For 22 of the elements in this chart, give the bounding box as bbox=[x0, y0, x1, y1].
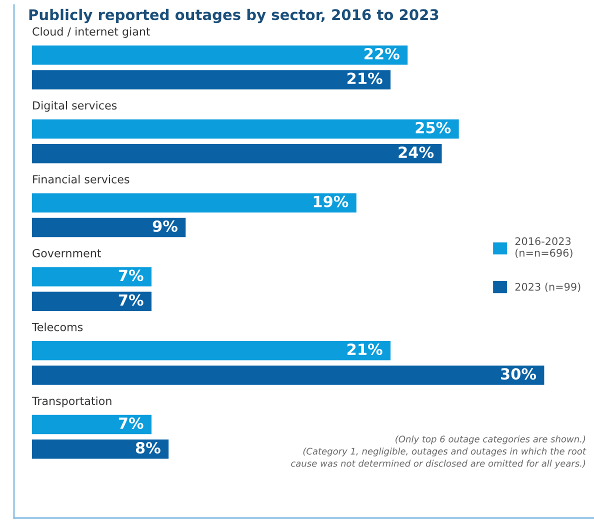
data-label: 21% bbox=[347, 344, 382, 356]
data-label: 21% bbox=[347, 72, 382, 84]
data-label: 22% bbox=[364, 48, 400, 60]
data-label: 30% bbox=[500, 368, 536, 380]
data-label: 19% bbox=[314, 196, 348, 208]
legend-label: 2023 (n=99) bbox=[515, 282, 580, 292]
legend-label: 2016-2023 (n=n=696) bbox=[515, 237, 572, 258]
y-tick-label: Government bbox=[32, 248, 102, 258]
data-label: 9% bbox=[152, 220, 178, 232]
data-label: 24% bbox=[398, 146, 434, 158]
data-label: 7% bbox=[118, 294, 144, 306]
chart-title: Publicly reported outages by sector, 2016 to 2023 bbox=[29, 8, 438, 24]
data-label: 7% bbox=[118, 417, 144, 429]
data-label: 8% bbox=[136, 442, 160, 454]
annotation: (Only top 6 outage categories are shown.) (Category 1, negligible, outages and outages in which the root cause was not determined or disclosed are omitted for all years.) bbox=[291, 435, 586, 469]
y-tick-label: Cloud / internet giant bbox=[32, 27, 150, 38]
y-tick-label: Telecoms bbox=[32, 322, 83, 332]
y-tick-label: Digital services bbox=[33, 100, 117, 112]
data-label: 25% bbox=[416, 122, 451, 134]
y-tick-label: Financial services bbox=[33, 174, 130, 184]
data-label: 7% bbox=[118, 270, 144, 282]
y-tick-label: Transportation bbox=[32, 396, 112, 408]
